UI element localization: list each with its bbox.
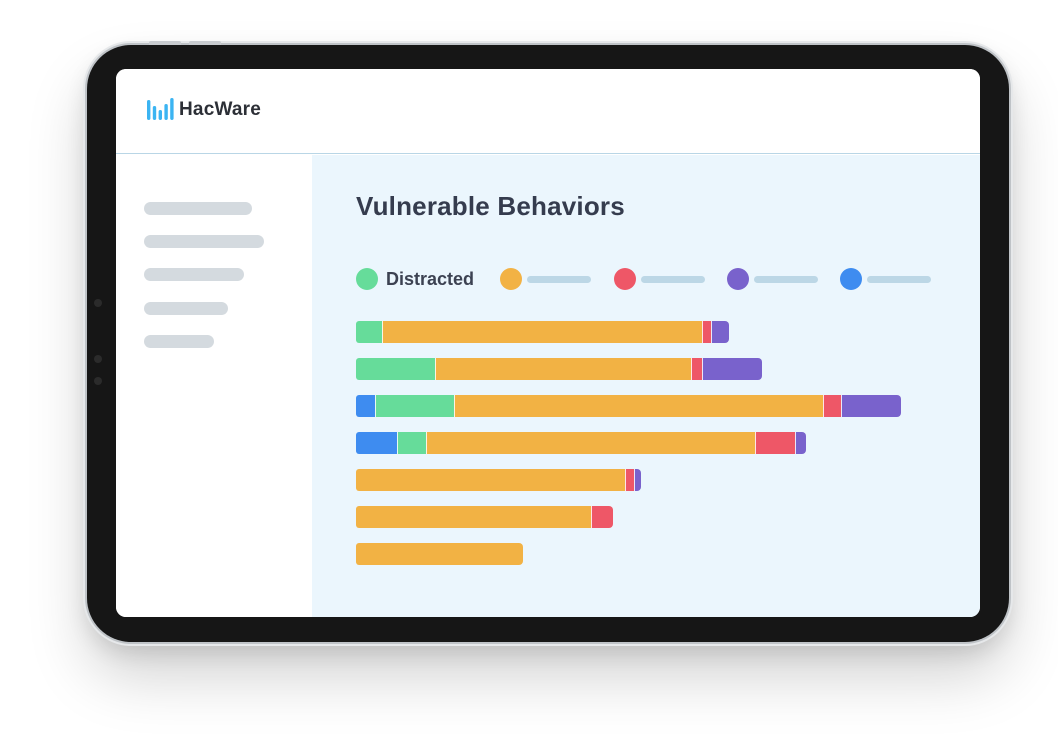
bar-segment	[356, 321, 382, 343]
sidebar-item-placeholder[interactable]	[144, 202, 252, 215]
bar-segment	[591, 506, 613, 528]
bar-segment	[426, 432, 755, 454]
legend-swatch-green	[356, 268, 378, 290]
bar-row[interactable]	[356, 321, 729, 343]
bar-segment	[755, 432, 795, 454]
bar-segment	[702, 321, 711, 343]
chart-legend: Distracted	[356, 267, 956, 291]
bar-row[interactable]	[356, 358, 762, 380]
bar-segment	[356, 506, 591, 528]
bar-row[interactable]	[356, 469, 641, 491]
bar-segment	[795, 432, 806, 454]
bar-segment	[382, 321, 702, 343]
bar-segment	[823, 395, 841, 417]
bar-segment	[711, 321, 729, 343]
app-header: HacWare	[116, 69, 980, 154]
main-panel: Vulnerable Behaviors Distracted	[312, 155, 980, 617]
bar-segment	[356, 395, 375, 417]
tablet-top-button	[149, 41, 181, 45]
page-title: Vulnerable Behaviors	[356, 191, 625, 221]
bar-segment	[356, 543, 523, 565]
brand-name: HacWare	[179, 99, 262, 120]
bar-segment	[375, 395, 454, 417]
bar-segment	[634, 469, 641, 491]
legend-swatch-blue	[840, 268, 862, 290]
tablet-device: HacWare Vulnerable Behaviors Distracted	[87, 41, 1009, 642]
hacware-logo-icon	[147, 98, 174, 120]
sidebar-item-placeholder[interactable]	[144, 302, 228, 315]
bar-segment	[702, 358, 762, 380]
bar-segment	[625, 469, 634, 491]
bar-row[interactable]	[356, 395, 901, 417]
tablet-top-button	[189, 41, 221, 45]
bar-row[interactable]	[356, 506, 613, 528]
sidebar	[116, 155, 312, 617]
sensor-icon	[94, 355, 102, 363]
sidebar-item-placeholder[interactable]	[144, 335, 214, 348]
bar-segment	[454, 395, 823, 417]
bar-segment	[435, 358, 691, 380]
legend-label-placeholder	[867, 276, 931, 283]
bar-segment	[356, 432, 397, 454]
legend-swatch-purple	[727, 268, 749, 290]
legend-label-placeholder	[527, 276, 591, 283]
legend-label: Distracted	[386, 269, 475, 289]
brand-logo[interactable]: HacWare	[147, 97, 261, 123]
bar-segment	[356, 358, 435, 380]
bar-row[interactable]	[356, 543, 523, 565]
legend-label-placeholder	[754, 276, 818, 283]
bar-segment	[356, 469, 625, 491]
tablet-screen: HacWare Vulnerable Behaviors Distracted	[116, 69, 980, 617]
legend-label-placeholder	[641, 276, 705, 283]
bar-row[interactable]	[356, 432, 806, 454]
stacked-bar-chart	[356, 321, 956, 571]
bar-segment	[397, 432, 426, 454]
sidebar-item-placeholder[interactable]	[144, 268, 244, 281]
legend-swatch-red	[614, 268, 636, 290]
sidebar-item-placeholder[interactable]	[144, 235, 264, 248]
sensor-icon	[94, 377, 102, 385]
camera-icon	[94, 299, 102, 307]
legend-swatch-orange	[500, 268, 522, 290]
bar-segment	[841, 395, 901, 417]
bar-segment	[691, 358, 702, 380]
